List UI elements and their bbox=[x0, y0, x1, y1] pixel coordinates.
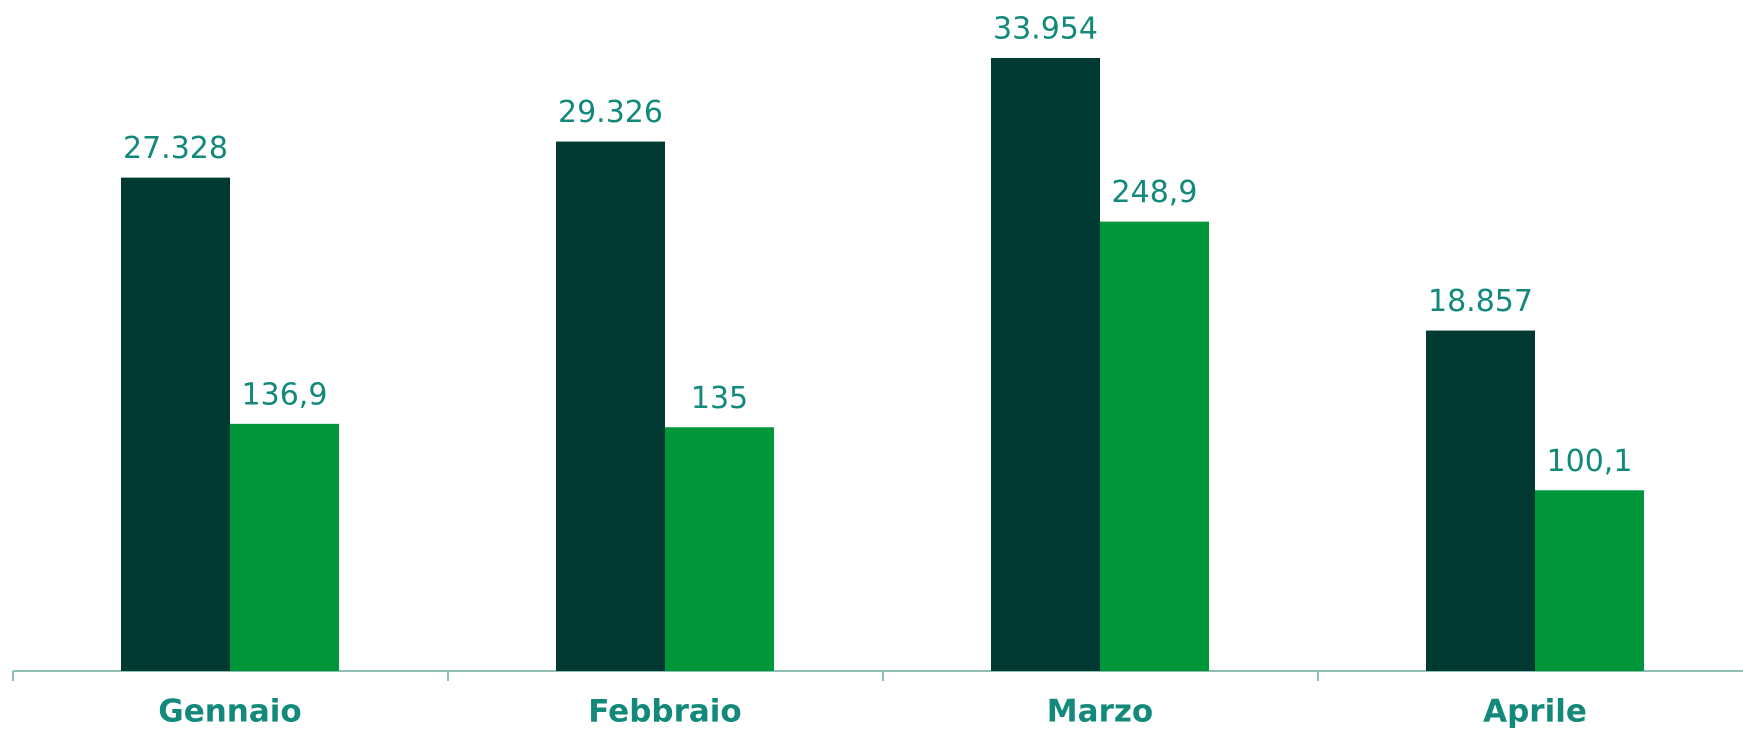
data-label: 135 bbox=[691, 381, 748, 416]
x-tick-label: Aprile bbox=[1483, 694, 1587, 730]
bar bbox=[230, 423, 339, 671]
data-label: 27.328 bbox=[123, 131, 228, 166]
bar bbox=[1100, 221, 1209, 672]
bar bbox=[121, 177, 230, 671]
x-tick-label: Febbraio bbox=[588, 694, 741, 730]
data-label: 100,1 bbox=[1547, 444, 1633, 479]
bar bbox=[1535, 490, 1644, 671]
bar bbox=[556, 141, 665, 671]
data-label: 33.954 bbox=[993, 11, 1098, 46]
data-label: 248,9 bbox=[1112, 175, 1198, 210]
data-label: 18.857 bbox=[1428, 284, 1533, 319]
bar bbox=[1426, 330, 1535, 671]
data-label: 136,9 bbox=[242, 377, 328, 412]
bar bbox=[991, 57, 1100, 671]
x-tick-label: Gennaio bbox=[158, 694, 301, 730]
x-tick-label: Marzo bbox=[1047, 694, 1153, 730]
data-label: 29.326 bbox=[558, 95, 663, 130]
bar bbox=[665, 427, 774, 671]
